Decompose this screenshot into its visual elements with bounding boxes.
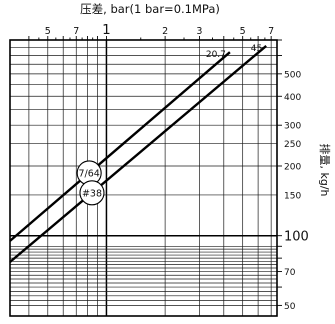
series-line-1 [9, 44, 267, 263]
series-name-badge [79, 180, 105, 206]
chart-grid [10, 36, 282, 316]
x-minor-tick-label: 5 [240, 26, 246, 37]
x-major-tick-label: 1 [102, 22, 111, 38]
x-minor-tick-label: 7 [268, 26, 274, 37]
y-tick-label: 200 [284, 162, 301, 172]
y-tick-label: 50 [284, 302, 296, 312]
series-end-label: 45 [251, 44, 262, 54]
y-tick-label: 150 [284, 191, 301, 201]
series-name-label: 7/64 [78, 168, 99, 179]
y-tick-label: 250 [284, 140, 301, 150]
series-line-0 [9, 51, 231, 242]
y-tick-label: 400 [284, 93, 301, 103]
chart-labels: 1 5 7 2 3 5 7 50 70 100 150 200 250 300 400 500 20.7 7/64… [45, 22, 309, 312]
series-name-label: #38 [82, 188, 102, 199]
y-tick-label: 300 [284, 122, 301, 132]
x-minor-tick-label: 5 [45, 26, 51, 37]
chart-series [9, 44, 267, 263]
y-tick-label: 100 [284, 230, 309, 245]
x-axis-title: 压差, bar(1 bar=0.1MPa) [80, 2, 220, 16]
series-end-label: 20.7 [206, 50, 226, 60]
x-minor-tick-label: 7 [73, 26, 79, 37]
y-axis-title: 排量, kg/h [318, 143, 332, 196]
y-tick-label: 70 [284, 268, 296, 278]
plot-frame [9, 39, 278, 317]
x-minor-tick-label: 2 [162, 26, 168, 37]
y-tick-label: 500 [284, 70, 301, 80]
x-minor-tick-label: 3 [196, 26, 202, 37]
